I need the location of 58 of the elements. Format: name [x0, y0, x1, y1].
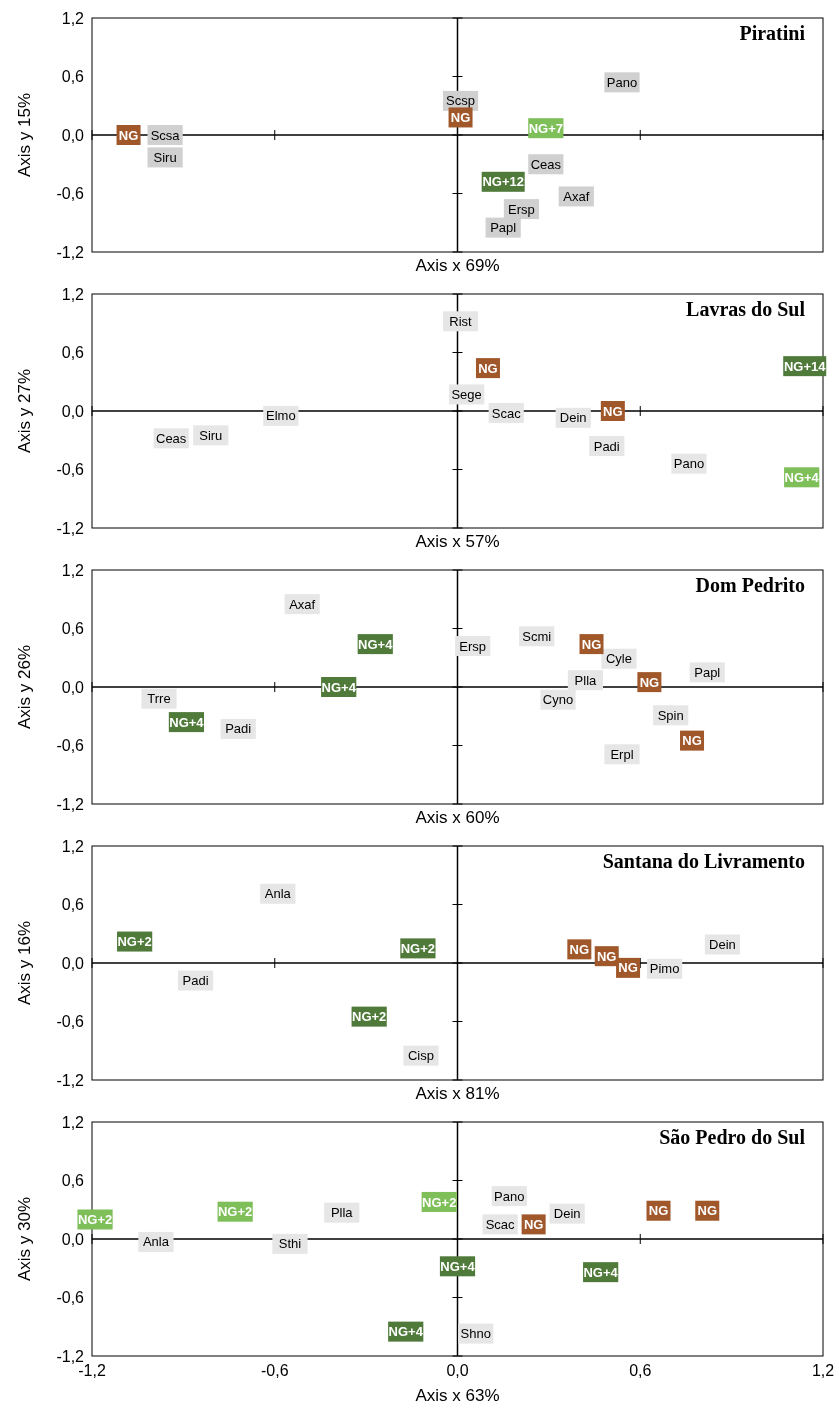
x-axis-title: Axis x 60% [415, 808, 500, 827]
data-label: NG [597, 948, 617, 964]
y-tick-label: 0,6 [61, 344, 85, 362]
y-tick-label: -1,2 [56, 1071, 85, 1089]
y-tick-label: 1,2 [61, 285, 85, 303]
chart-title: São Pedro do Sul [659, 1126, 806, 1148]
y-tick-label: -1,2 [56, 795, 85, 813]
data-label: NG [478, 360, 498, 376]
y-tick-label: 1,2 [61, 9, 85, 27]
y-tick-label: -1,2 [56, 1347, 85, 1365]
data-label: NG [648, 1203, 669, 1219]
y-tick-label: -0,6 [56, 461, 85, 479]
y-tick-label: 0,0 [61, 954, 85, 972]
x-axis-title: Axis x 81% [415, 1084, 500, 1103]
y-tick-label: 1,2 [61, 1113, 85, 1131]
data-label: NG [639, 674, 660, 690]
y-tick-label: 0,6 [61, 896, 85, 914]
data-label: NG [450, 110, 471, 125]
y-tick-label: 0,6 [61, 68, 85, 86]
y-axis-title: Axis y 16% [15, 920, 34, 1006]
x-tick-label: 1,2 [811, 1362, 835, 1379]
data-label: NG [682, 733, 702, 749]
y-tick-label: -1,2 [56, 243, 85, 261]
data-label: NG [618, 960, 638, 976]
y-tick-label: -0,6 [56, 1289, 85, 1307]
data-label: NG [603, 403, 623, 419]
x-tick-label: -1,2 [78, 1362, 106, 1379]
y-tick-label: 1,2 [61, 561, 85, 579]
y-tick-label: -0,6 [56, 737, 85, 755]
chart-title: Dom Pedrito [695, 574, 805, 596]
y-tick-label: -0,6 [56, 185, 85, 203]
data-label: NG [523, 1216, 544, 1232]
y-tick-label: -0,6 [56, 1013, 85, 1031]
chart-title: Santana do Livramento [602, 850, 805, 872]
x-tick-label: 0,0 [446, 1362, 469, 1379]
x-axis-title: Axis x 69% [415, 256, 500, 275]
y-tick-label: 0,0 [61, 402, 85, 420]
x-axis-title: Axis x 63% [415, 1386, 500, 1405]
x-axis-title: Axis x 57% [415, 532, 500, 551]
y-axis-title: Axis y 27% [15, 368, 34, 454]
x-tick-label: -0,6 [260, 1362, 289, 1379]
data-label: NG [581, 636, 602, 652]
y-tick-label: -1,2 [56, 519, 85, 537]
y-tick-label: 0,6 [61, 1172, 85, 1190]
chart-title: Lavras do Sul [686, 298, 806, 320]
y-axis-title: Axis y 30% [15, 1196, 34, 1282]
data-label: NG [697, 1203, 718, 1219]
x-tick-label: 0,6 [629, 1362, 652, 1379]
data-label: NG [569, 941, 590, 957]
y-tick-label: 0,0 [61, 678, 85, 696]
y-axis-title: Axis y 26% [15, 644, 34, 730]
y-tick-label: 0,0 [61, 126, 85, 144]
y-axis-title: Axis y 15% [15, 92, 34, 178]
y-tick-label: 1,2 [61, 837, 85, 855]
chart-title: Piratini [739, 22, 806, 44]
y-tick-label: 0,6 [61, 620, 85, 638]
y-tick-label: 0,0 [61, 1230, 85, 1248]
data-label: NG [118, 127, 139, 143]
